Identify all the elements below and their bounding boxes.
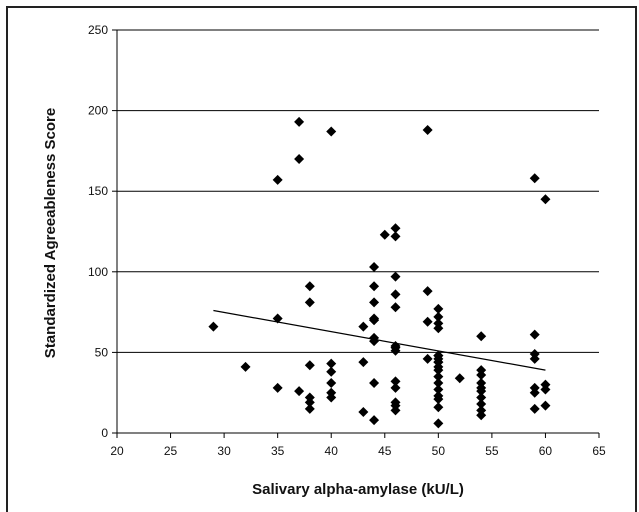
data-point xyxy=(476,410,487,421)
data-point xyxy=(208,321,219,332)
data-point xyxy=(304,397,315,408)
data-point xyxy=(358,407,369,418)
x-tick-labels: 20 25 30 35 40 45 50 55 60 65 xyxy=(110,444,606,458)
data-point xyxy=(369,415,380,426)
data-point xyxy=(294,386,305,397)
data-point xyxy=(326,358,337,369)
data-point xyxy=(433,384,444,395)
data-point xyxy=(369,281,380,292)
data-point xyxy=(240,361,251,372)
data-point xyxy=(390,342,401,353)
y-tick-label: 0 xyxy=(101,426,108,440)
data-point xyxy=(529,173,540,184)
data-point xyxy=(390,405,401,416)
x-tick-label: 65 xyxy=(592,444,606,458)
data-point xyxy=(476,392,487,403)
data-point xyxy=(358,321,369,332)
data-point xyxy=(304,360,315,371)
gridlines xyxy=(117,29,599,353)
data-point xyxy=(433,303,444,314)
data-point xyxy=(304,403,315,414)
data-points xyxy=(208,116,551,429)
data-point xyxy=(476,386,487,397)
data-point xyxy=(476,398,487,409)
y-tick-label: 150 xyxy=(88,184,108,198)
data-point xyxy=(358,357,369,368)
data-point xyxy=(433,402,444,413)
data-point xyxy=(540,384,551,395)
data-point xyxy=(433,394,444,405)
data-point xyxy=(422,286,433,297)
data-point xyxy=(529,329,540,340)
x-tick-label: 55 xyxy=(485,444,499,458)
data-point xyxy=(294,153,305,164)
data-point xyxy=(433,323,444,334)
data-point xyxy=(390,289,401,300)
data-point xyxy=(433,371,444,382)
data-point xyxy=(433,311,444,322)
data-point xyxy=(369,261,380,272)
data-point xyxy=(422,124,433,135)
data-point xyxy=(369,297,380,308)
data-point xyxy=(390,302,401,313)
data-point xyxy=(390,376,401,387)
data-point xyxy=(272,382,283,393)
x-tick-label: 40 xyxy=(325,444,339,458)
data-point xyxy=(433,350,444,361)
x-tick-label: 25 xyxy=(164,444,178,458)
data-point xyxy=(390,382,401,393)
y-axis-title: Standardized Agreeableness Score xyxy=(42,108,59,358)
x-tick-label: 45 xyxy=(378,444,392,458)
data-point xyxy=(272,174,283,185)
x-tick-label: 20 xyxy=(110,444,124,458)
data-point xyxy=(390,231,401,242)
data-point xyxy=(369,315,380,326)
data-point xyxy=(390,271,401,282)
data-point xyxy=(304,297,315,308)
data-point xyxy=(529,403,540,414)
y-tick-label: 250 xyxy=(88,23,108,37)
x-axis-title: Salivary alpha-amylase (kU/L) xyxy=(252,481,464,498)
x-tick-label: 35 xyxy=(271,444,285,458)
data-point xyxy=(326,378,337,389)
data-point xyxy=(326,126,337,137)
data-point xyxy=(304,281,315,292)
data-point xyxy=(369,378,380,389)
trendline xyxy=(213,309,546,371)
data-point xyxy=(529,387,540,398)
y-tick-label: 200 xyxy=(88,104,108,118)
data-point xyxy=(529,353,540,364)
data-point xyxy=(454,373,465,384)
trendline-group xyxy=(213,309,546,371)
data-point xyxy=(433,361,444,372)
chart-frame xyxy=(6,6,637,512)
data-point xyxy=(390,223,401,234)
data-point xyxy=(422,353,433,364)
data-point xyxy=(433,418,444,429)
y-tick-label: 50 xyxy=(95,345,109,359)
y-tick-labels: 0 50 100 150 200 250 xyxy=(88,23,108,440)
data-point xyxy=(476,369,487,380)
data-point xyxy=(326,392,337,403)
data-point xyxy=(433,378,444,389)
data-point xyxy=(476,331,487,342)
data-point xyxy=(294,116,305,127)
y-tick-label: 100 xyxy=(88,265,108,279)
data-point xyxy=(379,229,390,240)
data-point xyxy=(422,316,433,327)
x-tick-label: 30 xyxy=(217,444,231,458)
x-tick-label: 60 xyxy=(539,444,553,458)
x-tick-label: 50 xyxy=(432,444,446,458)
data-point xyxy=(326,366,337,377)
data-point xyxy=(540,194,551,205)
axes xyxy=(112,29,600,438)
data-point xyxy=(540,400,551,411)
